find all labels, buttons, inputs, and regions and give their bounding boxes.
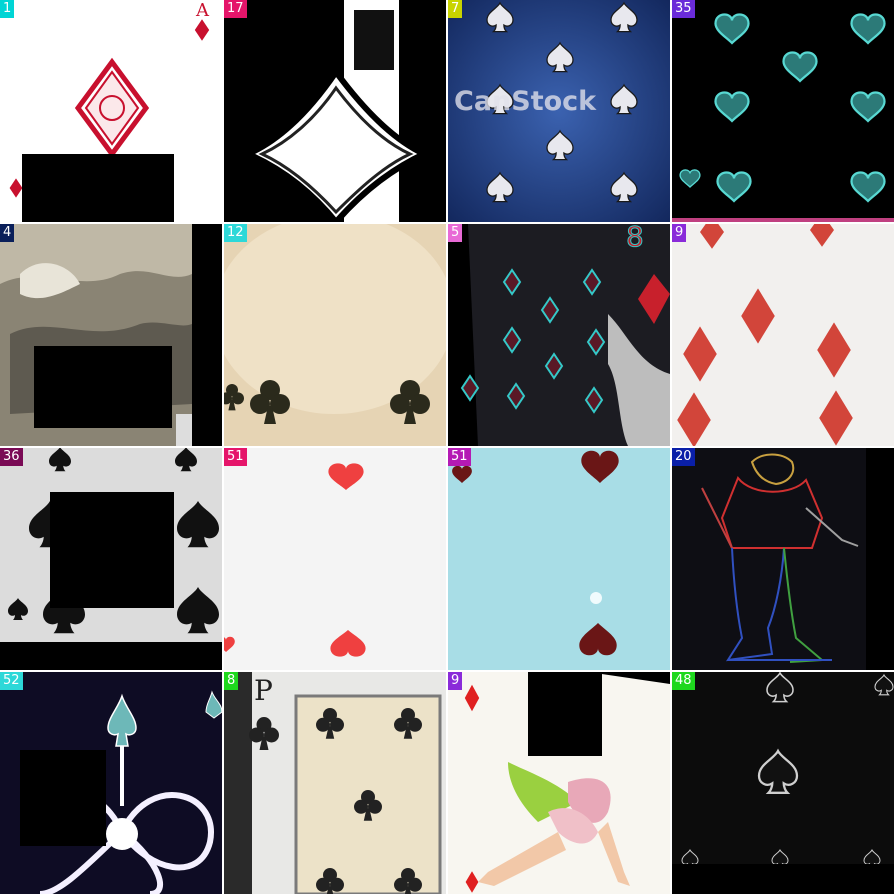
tile-label: 36 (0, 448, 23, 466)
blue-hearts-image (448, 448, 670, 670)
card-tile[interactable]: 5 8 (448, 224, 670, 446)
card-tile[interactable]: 20 (672, 448, 894, 670)
jester-image (672, 448, 894, 670)
blue-spades-image (448, 0, 670, 222)
tile-label: 20 (672, 448, 695, 466)
dark-spades-image (672, 672, 894, 894)
tile-label: 9 (448, 672, 463, 690)
tile-label: 4 (0, 224, 15, 242)
tile-label: 1 (0, 0, 15, 18)
tile-label: 51 (224, 448, 247, 466)
jack-card-image (224, 0, 446, 222)
svg-text:P: P (254, 674, 273, 707)
teal-hearts-image (672, 0, 894, 222)
tile-label: 52 (0, 672, 23, 690)
card-tile[interactable]: 12 (224, 224, 446, 446)
card-tile[interactable]: 1 A (0, 0, 222, 222)
five-of-clubs-image: P (224, 672, 446, 894)
card-tile[interactable]: 9 (448, 672, 670, 894)
card-tile[interactable]: 4 (0, 224, 222, 446)
redaction-box (528, 672, 602, 756)
tile-label: 48 (672, 672, 695, 690)
tile-label: 51 (448, 448, 471, 466)
tile-label: 17 (224, 0, 247, 18)
redaction-box (22, 154, 174, 222)
card-tile[interactable]: 51 (224, 448, 446, 670)
redaction-box (34, 346, 172, 428)
tile-label: 5 (448, 224, 463, 242)
cyan-diamonds-image: 8 (448, 224, 670, 446)
card-tile[interactable]: 36 (0, 448, 222, 670)
card-tile[interactable]: 7 CanStock (448, 0, 670, 222)
tile-label: 12 (224, 224, 247, 242)
card-tile[interactable]: 48 (672, 672, 894, 894)
parchment-clubs-image (224, 224, 446, 446)
card-tile[interactable]: 51 (448, 448, 670, 670)
tile-label: 35 (672, 0, 695, 18)
redaction-box (20, 750, 106, 846)
watermark-text: CanStock (454, 86, 597, 117)
redaction-box (50, 492, 174, 608)
red-hearts-image (224, 448, 446, 670)
tile-label: 7 (448, 0, 463, 18)
red-diamonds-image (672, 224, 894, 446)
card-tile[interactable]: 8 P (224, 672, 446, 894)
svg-text:A: A (195, 0, 210, 21)
card-tile[interactable]: 52 (0, 672, 222, 894)
card-tile[interactable]: 17 (224, 0, 446, 222)
svg-text:8: 8 (626, 224, 644, 253)
card-tile[interactable]: 9 (672, 224, 894, 446)
tile-label: 8 (224, 672, 239, 690)
card-tile[interactable]: 35 (672, 0, 894, 222)
tile-label: 9 (672, 224, 687, 242)
